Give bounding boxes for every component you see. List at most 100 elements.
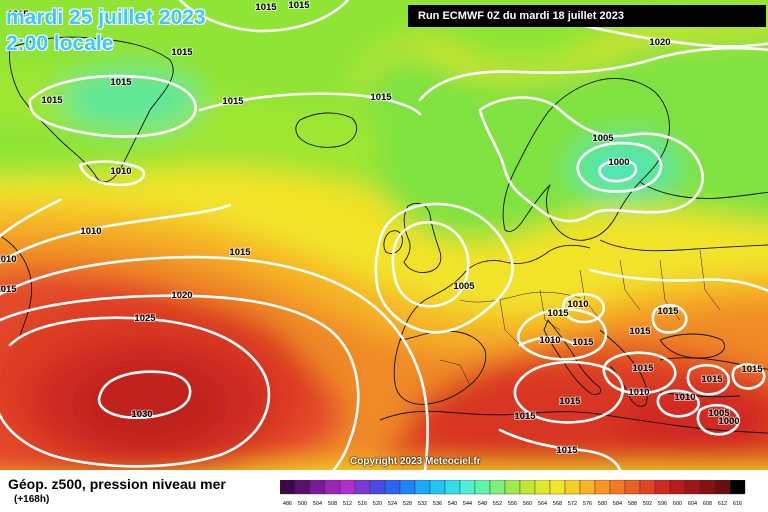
color-scale-swatch [429,480,446,495]
color-scale-tick: 512 [343,501,352,507]
isobar-label: 1010 [628,387,649,398]
color-scale-tick: 580 [598,501,607,507]
isobar-label: 1015 [657,306,679,317]
isobar-label: 1005 [453,281,475,292]
color-scale-tick: 568 [553,501,562,507]
color-scale-swatch [594,480,611,495]
color-scale-tick: 560 [523,501,532,507]
color-scale-tick: 540 [448,501,457,507]
isobar-label: 1015 [171,47,193,58]
color-scale-swatch [639,480,656,495]
color-scale-swatch [714,480,731,495]
isobar-label: 1015 [229,247,251,258]
color-scale-swatch [654,480,671,495]
color-scale-tick: 576 [583,501,592,507]
color-scale-swatch [504,480,521,495]
color-scale-swatch [684,480,701,495]
color-scale-swatch [579,480,596,495]
isobar-label: 1015 [370,92,392,103]
color-scale-swatch [609,480,626,495]
color-scale-tick: 536 [433,501,442,507]
isobar-label: 1015 [7,9,29,20]
isobar-label: 1015 [222,96,244,107]
isobar-label: 1015 [629,326,651,337]
color-scale-tick: 520 [373,501,382,507]
color-scale-swatch [474,480,491,495]
coastlines [0,36,768,434]
isobar-label: 1015 [514,411,536,422]
color-scale-swatch [519,480,536,495]
isobar-label: 1015 [110,77,132,88]
color-scale-tick: 524 [388,501,397,507]
forecast-date: mardi 25 juillet 2023 [6,6,206,29]
color-scale-tick: 556 [508,501,517,507]
color-scale-tick: 564 [538,501,547,507]
isobar-label: 1010 [674,392,695,403]
isobar-label: 1015 [572,337,594,348]
color-scale-swatch [294,480,311,495]
isobar-label: 1015 [547,308,569,319]
isobar-label: 1030 [131,409,152,420]
color-scale-swatch [339,480,356,495]
isobar-label: 1015 [41,95,63,106]
color-scale-tick: 486 [283,501,292,507]
isobar-label: 1010 [0,254,17,265]
color-scale: 486 500 504 508 512 516 520 524 528 532 536 540 544 5… [280,480,746,507]
isobar-label: 1010 [110,166,131,177]
color-scale-tick: 604 [688,501,697,507]
isobar-label: 1015 [559,396,581,407]
color-scale-tick: 544 [463,501,472,507]
isobar-label: 1015 [632,363,654,374]
color-scale-tick: 616 [733,501,742,507]
color-scale-tick: 552 [493,501,502,507]
color-field [0,0,768,470]
isobar-label: 1015 [255,2,277,13]
isobar-label: 1015 [701,374,723,385]
isobar-label: 1000 [608,157,629,168]
legend-title: Géop. z500, pression niveau mer [8,476,226,492]
color-scale-swatch [324,480,341,495]
color-scale-tick: 608 [703,501,712,507]
color-scale-swatch [369,480,386,495]
color-scale-swatch [669,480,686,495]
color-scale-swatch [280,480,296,495]
isobar-label: 1025 [134,313,156,324]
color-scale-swatch [534,480,551,495]
run-info-box: Run ECMWF 0Z du mardi 18 juillet 2023 [408,5,766,27]
color-scale-swatch [414,480,431,495]
isobar-label: 1015 [0,284,17,295]
isobar-label: 1015 [556,445,578,456]
color-scale-swatch [399,480,416,495]
color-scale-swatch [624,480,641,495]
color-scale-swatch [564,480,581,495]
color-scale-tick: 600 [673,501,682,507]
isobar-label: 1005 [708,408,730,419]
isobar-label: 1010 [80,226,101,237]
forecast-local-time: 2:00 locale [6,32,114,55]
isobar-label: 1020 [649,37,670,48]
color-scale-swatch [309,480,326,495]
isobar-label: 1000 [718,416,739,427]
isobar-label: 1015 [288,0,310,11]
color-scale-tick: 508 [328,501,337,507]
isobar-label: 1010 [539,335,560,346]
isobar-label: 1005 [592,133,614,144]
forecast-lead-time: (+168h) [14,494,50,505]
color-scale-swatch [444,480,461,495]
color-scale-swatch [549,480,566,495]
isobars [0,0,768,470]
color-scale-tick: 584 [613,501,622,507]
isobar-label: 1010 [567,299,588,310]
color-scale-tick: 572 [568,501,577,507]
color-scale-swatch [699,480,716,495]
copyright-text: Copyright 2023 Meteociel.fr [350,456,481,467]
color-scale-tick: 516 [358,501,367,507]
color-scale-swatch [729,480,746,495]
color-scale-tick: 532 [418,501,427,507]
color-scale-swatch [489,480,506,495]
color-scale-swatch [459,480,476,495]
color-scale-swatch [354,480,371,495]
